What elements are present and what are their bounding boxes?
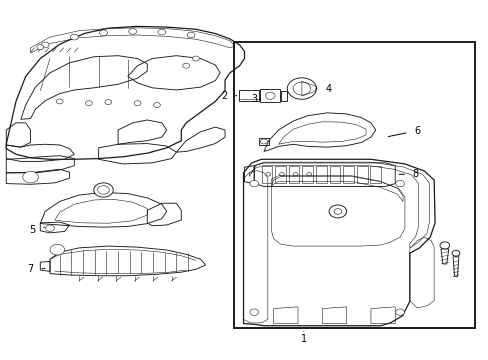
Bar <box>329 166 340 183</box>
Circle shape <box>134 101 141 106</box>
Circle shape <box>183 63 189 68</box>
Circle shape <box>56 99 63 104</box>
Circle shape <box>45 225 54 231</box>
Circle shape <box>395 309 404 315</box>
Text: 1: 1 <box>300 331 306 344</box>
Bar <box>288 166 299 183</box>
Circle shape <box>105 100 112 105</box>
Circle shape <box>395 180 404 187</box>
Bar <box>302 166 312 183</box>
Circle shape <box>260 139 267 144</box>
Bar <box>343 166 353 183</box>
Text: 2: 2 <box>221 91 236 101</box>
Circle shape <box>37 45 43 50</box>
Bar <box>370 166 380 183</box>
Bar <box>238 90 259 102</box>
Circle shape <box>192 56 199 61</box>
Circle shape <box>439 242 449 249</box>
Text: 5: 5 <box>29 225 45 235</box>
Text: 6: 6 <box>387 126 419 136</box>
Bar <box>261 166 272 183</box>
Circle shape <box>328 205 346 218</box>
Circle shape <box>153 103 160 108</box>
Circle shape <box>158 29 165 35</box>
Bar <box>233 42 474 328</box>
Circle shape <box>94 183 113 197</box>
Circle shape <box>292 172 297 176</box>
Circle shape <box>98 186 109 194</box>
Bar <box>356 166 367 183</box>
Text: 4: 4 <box>316 84 330 94</box>
Circle shape <box>85 101 92 106</box>
Text: 7: 7 <box>27 264 45 274</box>
Circle shape <box>187 32 195 38</box>
Circle shape <box>279 172 284 176</box>
Bar <box>260 89 280 102</box>
Circle shape <box>265 172 270 176</box>
Text: 8: 8 <box>398 169 418 179</box>
Circle shape <box>306 172 311 176</box>
Circle shape <box>292 82 310 95</box>
Circle shape <box>70 34 78 40</box>
Circle shape <box>100 30 107 36</box>
Circle shape <box>287 78 316 99</box>
Circle shape <box>333 208 341 214</box>
Circle shape <box>128 28 136 34</box>
Bar <box>275 166 285 183</box>
Circle shape <box>265 92 275 99</box>
Text: 3: 3 <box>251 94 260 104</box>
Bar <box>281 91 287 101</box>
Circle shape <box>249 309 258 315</box>
Circle shape <box>50 244 64 255</box>
Circle shape <box>41 42 49 48</box>
Circle shape <box>249 180 258 187</box>
Circle shape <box>23 171 38 183</box>
Circle shape <box>451 250 459 256</box>
Bar <box>315 166 326 183</box>
